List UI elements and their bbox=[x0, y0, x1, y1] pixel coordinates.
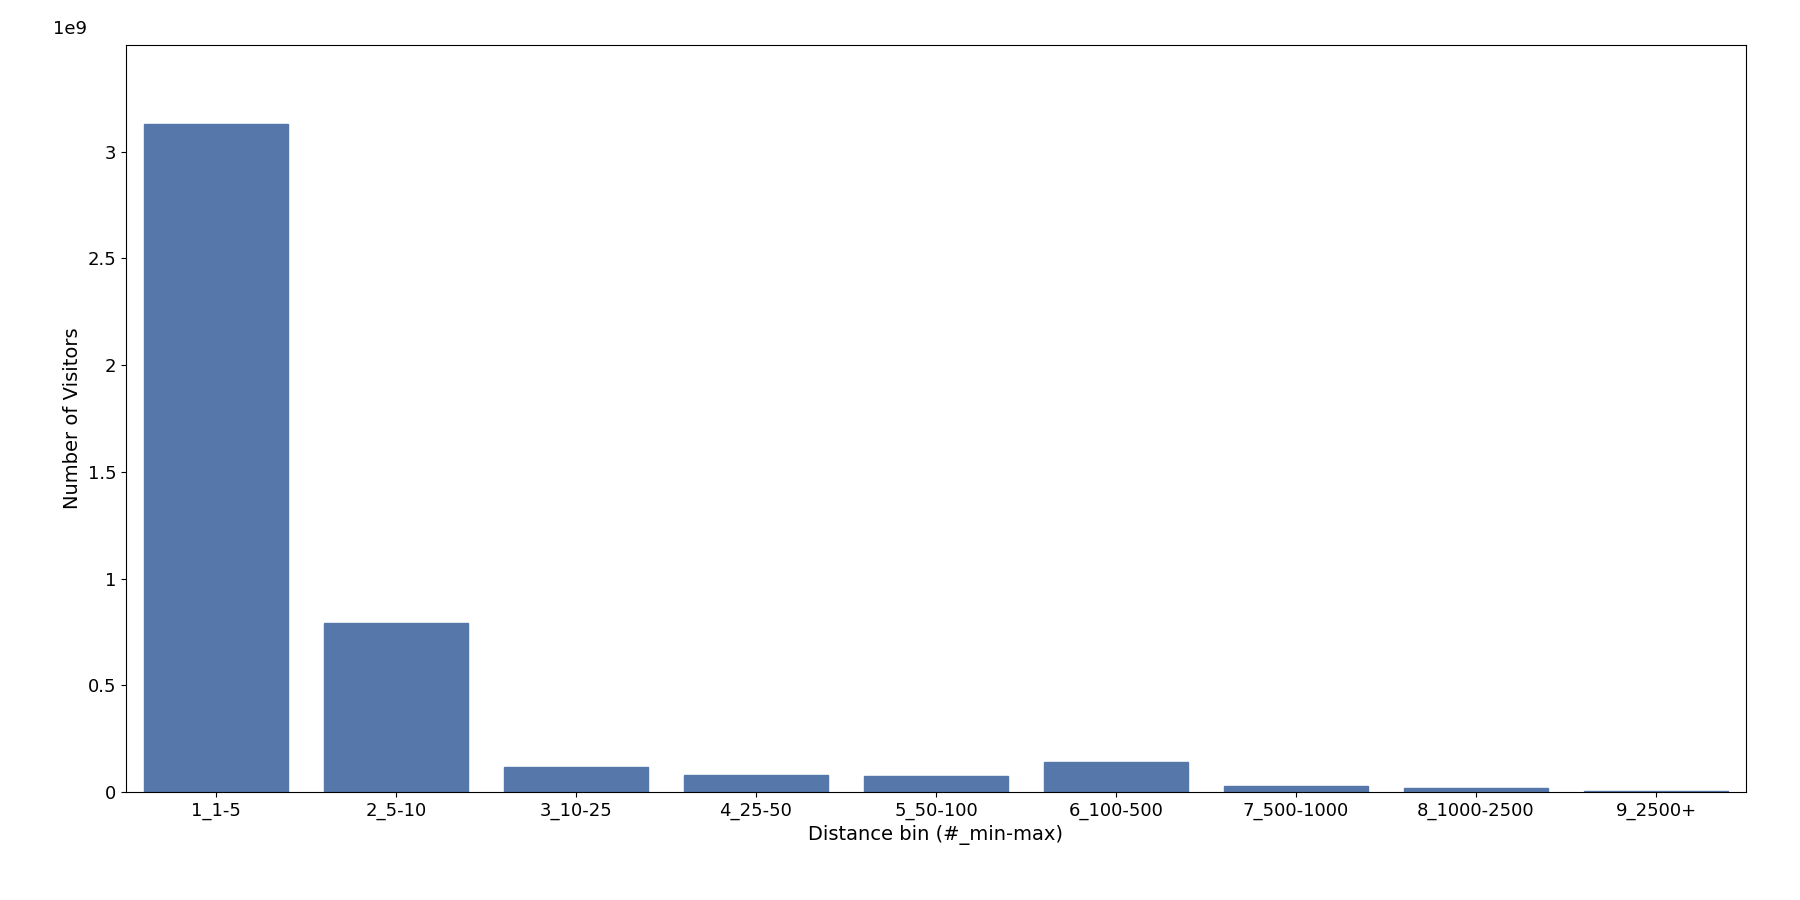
Y-axis label: Number of Visitors: Number of Visitors bbox=[63, 328, 83, 509]
Text: 1e9: 1e9 bbox=[54, 20, 86, 38]
Bar bbox=[144, 124, 288, 792]
Bar bbox=[864, 776, 1008, 792]
Bar bbox=[684, 775, 828, 792]
Bar bbox=[324, 624, 468, 792]
Bar bbox=[1224, 786, 1368, 792]
Bar bbox=[504, 768, 648, 792]
X-axis label: Distance bin (#_min-max): Distance bin (#_min-max) bbox=[808, 825, 1064, 845]
Bar bbox=[1044, 762, 1188, 792]
Bar bbox=[1584, 791, 1728, 792]
Bar bbox=[1404, 788, 1548, 792]
